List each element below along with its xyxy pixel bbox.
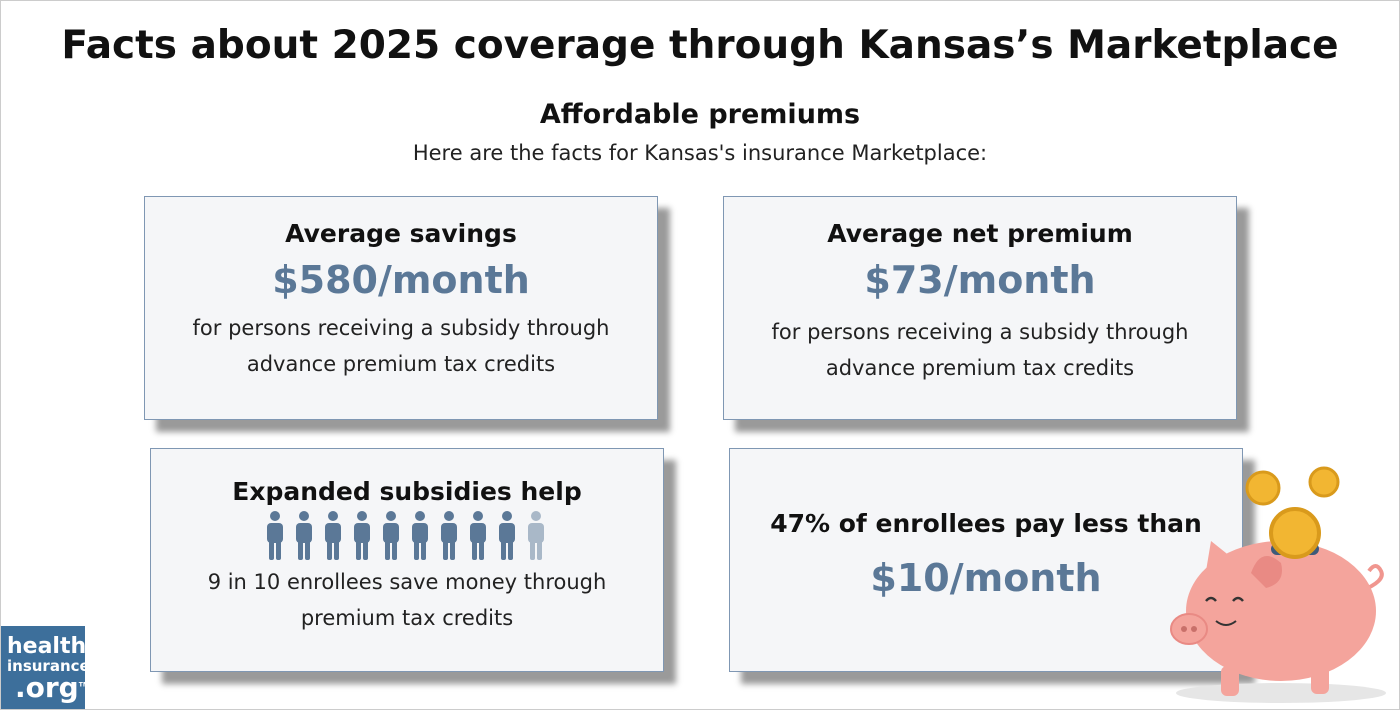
card: Average savings $580/month for persons r… [144,196,658,420]
card-text: advance premium tax credits [246,352,556,376]
logo-mark: TM [78,681,89,689]
card-text: for persons receiving a subsidy through [192,316,610,340]
people-icons [267,511,544,560]
subtitle: Here are the facts for Kansas's insuranc… [412,141,988,165]
card-text: 9 in 10 enrollees save money through [207,570,607,594]
card-value: $580/month [272,258,530,302]
card-text: for persons receiving a subsidy through [771,320,1189,344]
piggy-bank [1170,466,1386,703]
card-heading: Average net premium [827,219,1133,248]
card-value: $10/month [870,556,1102,600]
section-heading: Affordable premiums [539,99,861,130]
logo: health insurance .orgTM [1,626,90,709]
title: Facts about 2025 coverage through Kansas… [61,23,1339,68]
card-heading: Expanded subsidies help [232,477,582,506]
card-text: premium tax credits [300,606,514,630]
card-value: $73/month [864,258,1096,302]
card-heading: 47% of enrollees pay less than [770,509,1202,538]
card: Expanded subsidies help 9 in 10 enrollee… [150,448,664,672]
card-heading: Average savings [285,219,517,248]
card: Average net premium $73/month for person… [723,196,1237,420]
card-text: advance premium tax credits [825,356,1135,380]
logo-text: .org [15,671,79,704]
logo-text: insurance [7,657,90,675]
logo-text: .orgTM [1,671,89,704]
card: 47% of enrollees pay less than $10/month [729,448,1243,672]
logo-text: health [7,634,87,659]
